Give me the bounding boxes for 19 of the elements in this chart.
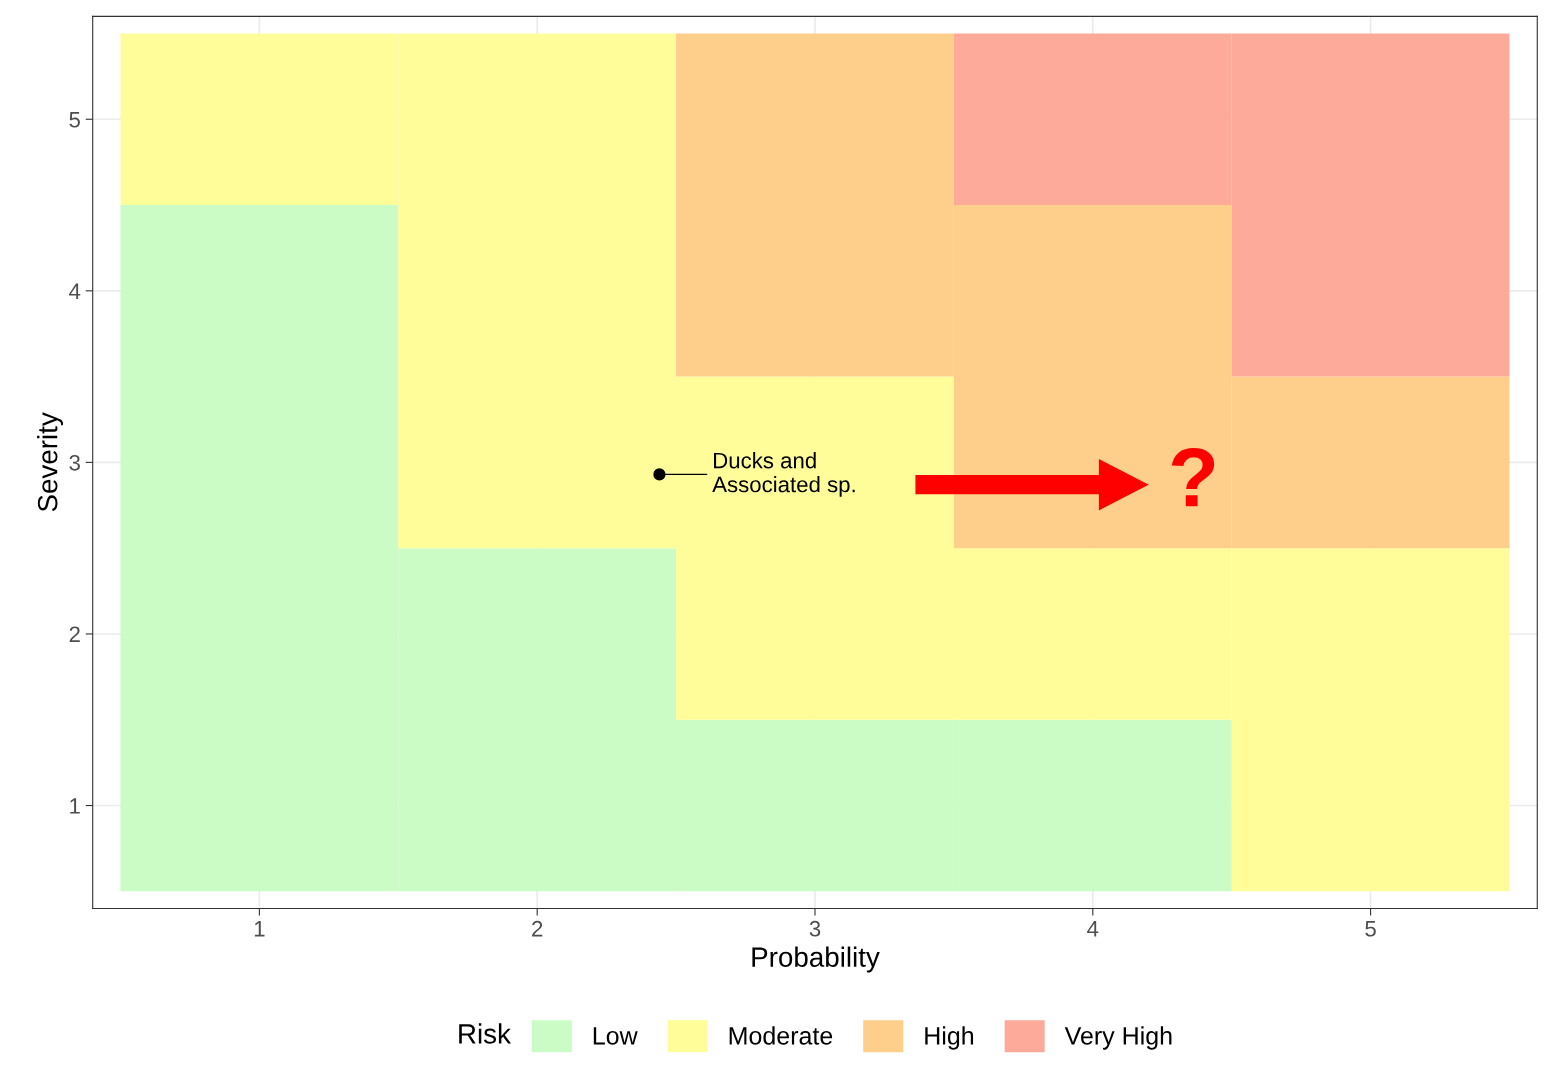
- x-tick-label: 5: [1365, 921, 1376, 937]
- y-axis-title: Severity: [37, 412, 63, 512]
- y-tick-label: 5: [69, 112, 80, 128]
- legend-label: Very High: [1064, 1026, 1172, 1050]
- x-tick-label: 4: [1087, 921, 1099, 937]
- annotation: Ducks and Associated sp.: [712, 452, 855, 497]
- x-tick-label: 3: [809, 920, 821, 937]
- legend-title: Risk: [459, 1023, 511, 1044]
- y-tick-label: 2: [69, 626, 80, 643]
- x-tick-label: 2: [532, 920, 543, 937]
- y-tick-label: 3: [69, 454, 80, 471]
- x-axis-title: Probability: [752, 946, 880, 973]
- legend-label: Moderate: [729, 1026, 833, 1045]
- y-tick-label: 4: [69, 283, 81, 299]
- x-tick-label: 1: [254, 921, 265, 937]
- legend-label: High: [925, 1026, 974, 1050]
- annotation: ?: [1171, 448, 1215, 507]
- legend-label: Low: [593, 1027, 638, 1045]
- y-tick-label: 1: [70, 798, 80, 814]
